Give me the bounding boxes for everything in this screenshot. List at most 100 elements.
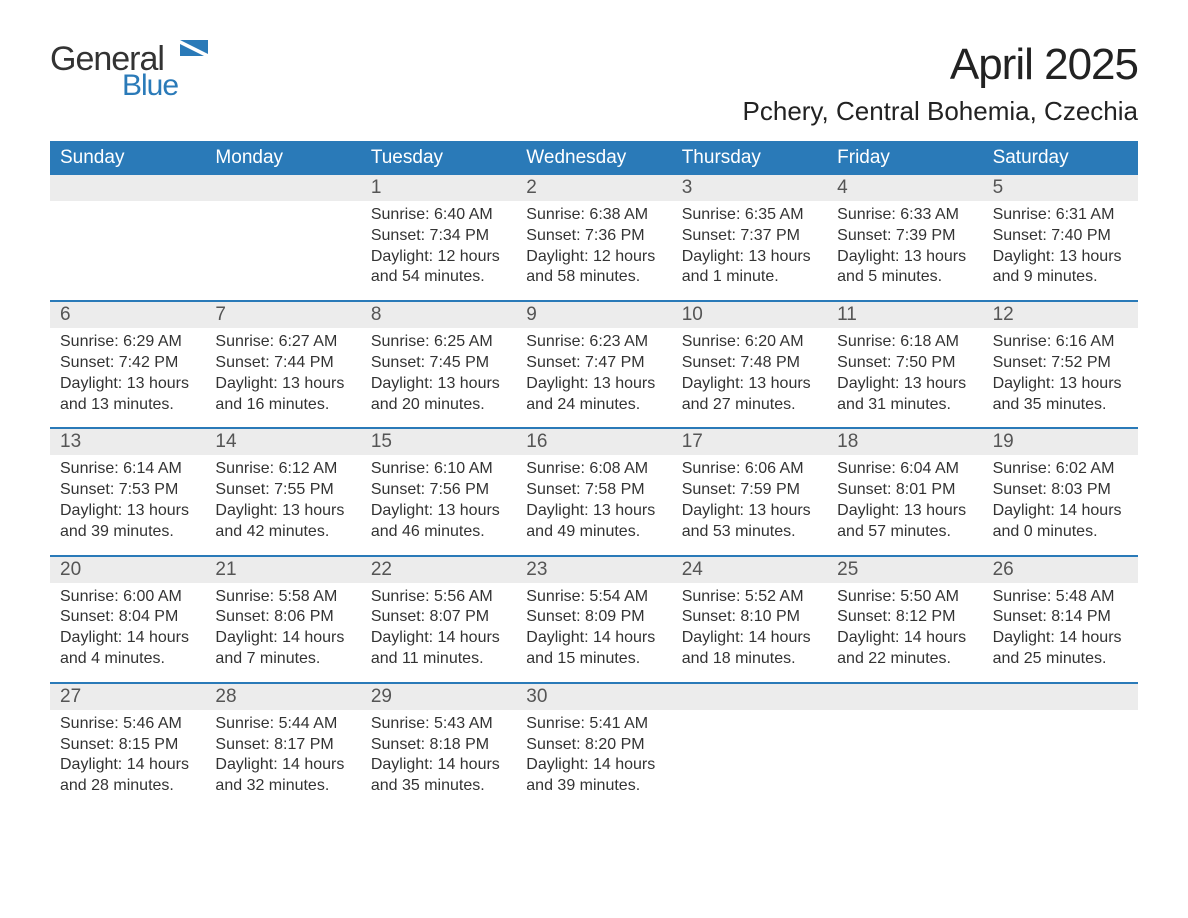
daylight-text: Daylight: 13 hours and 27 minutes.	[682, 374, 817, 416]
daylight-text: Daylight: 12 hours and 58 minutes.	[526, 247, 661, 289]
day-content-row: Sunrise: 6:00 AMSunset: 8:04 PMDaylight:…	[50, 583, 1138, 682]
sunset-text: Sunset: 8:14 PM	[993, 607, 1128, 628]
day-cell: Sunrise: 5:44 AMSunset: 8:17 PMDaylight:…	[205, 710, 360, 809]
sunset-text: Sunset: 7:36 PM	[526, 226, 661, 247]
daylight-text: Daylight: 13 hours and 42 minutes.	[215, 501, 350, 543]
day-cell: Sunrise: 6:18 AMSunset: 7:50 PMDaylight:…	[827, 328, 982, 427]
day-number	[205, 175, 360, 201]
daynum-row: 13141516171819	[50, 429, 1138, 455]
day-number: 1	[361, 175, 516, 201]
sunset-text: Sunset: 8:09 PM	[526, 607, 661, 628]
sunrise-text: Sunrise: 6:20 AM	[682, 332, 817, 353]
sunrise-text: Sunrise: 6:12 AM	[215, 459, 350, 480]
day-cell: Sunrise: 6:16 AMSunset: 7:52 PMDaylight:…	[983, 328, 1138, 427]
day-number	[827, 684, 982, 710]
day-cell: Sunrise: 6:25 AMSunset: 7:45 PMDaylight:…	[361, 328, 516, 427]
day-number: 18	[827, 429, 982, 455]
day-cell: Sunrise: 6:14 AMSunset: 7:53 PMDaylight:…	[50, 455, 205, 554]
daylight-text: Daylight: 13 hours and 24 minutes.	[526, 374, 661, 416]
day-number: 14	[205, 429, 360, 455]
daylight-text: Daylight: 13 hours and 20 minutes.	[371, 374, 506, 416]
daylight-text: Daylight: 14 hours and 32 minutes.	[215, 755, 350, 797]
day-content-row: Sunrise: 6:14 AMSunset: 7:53 PMDaylight:…	[50, 455, 1138, 554]
day-number: 13	[50, 429, 205, 455]
daylight-text: Daylight: 13 hours and 49 minutes.	[526, 501, 661, 543]
sunrise-text: Sunrise: 5:46 AM	[60, 714, 195, 735]
daylight-text: Daylight: 14 hours and 7 minutes.	[215, 628, 350, 670]
day-cell: Sunrise: 6:35 AMSunset: 7:37 PMDaylight:…	[672, 201, 827, 300]
day-cell: Sunrise: 5:48 AMSunset: 8:14 PMDaylight:…	[983, 583, 1138, 682]
day-number: 6	[50, 302, 205, 328]
day-number: 11	[827, 302, 982, 328]
day-cell	[827, 710, 982, 809]
sunset-text: Sunset: 8:03 PM	[993, 480, 1128, 501]
day-cell: Sunrise: 6:06 AMSunset: 7:59 PMDaylight:…	[672, 455, 827, 554]
sunset-text: Sunset: 7:39 PM	[837, 226, 972, 247]
daylight-text: Daylight: 14 hours and 39 minutes.	[526, 755, 661, 797]
day-number: 23	[516, 557, 671, 583]
sunrise-text: Sunrise: 6:10 AM	[371, 459, 506, 480]
page-header: General Blue April 2025 Pchery, Central …	[50, 40, 1138, 127]
day-cell: Sunrise: 6:20 AMSunset: 7:48 PMDaylight:…	[672, 328, 827, 427]
weekday-header: Wednesday	[516, 141, 671, 175]
daylight-text: Daylight: 14 hours and 18 minutes.	[682, 628, 817, 670]
sunset-text: Sunset: 8:04 PM	[60, 607, 195, 628]
day-cell: Sunrise: 5:46 AMSunset: 8:15 PMDaylight:…	[50, 710, 205, 809]
daynum-row: 27282930	[50, 684, 1138, 710]
sunset-text: Sunset: 7:34 PM	[371, 226, 506, 247]
day-cell	[672, 710, 827, 809]
day-cell: Sunrise: 5:56 AMSunset: 8:07 PMDaylight:…	[361, 583, 516, 682]
sunset-text: Sunset: 7:50 PM	[837, 353, 972, 374]
sunrise-text: Sunrise: 6:25 AM	[371, 332, 506, 353]
logo-text-block: General Blue	[50, 40, 178, 103]
daylight-text: Daylight: 14 hours and 25 minutes.	[993, 628, 1128, 670]
day-cell: Sunrise: 6:29 AMSunset: 7:42 PMDaylight:…	[50, 328, 205, 427]
day-cell: Sunrise: 5:58 AMSunset: 8:06 PMDaylight:…	[205, 583, 360, 682]
day-content-row: Sunrise: 6:40 AMSunset: 7:34 PMDaylight:…	[50, 201, 1138, 300]
weekday-header: Monday	[205, 141, 360, 175]
sunrise-text: Sunrise: 6:16 AM	[993, 332, 1128, 353]
sunrise-text: Sunrise: 6:27 AM	[215, 332, 350, 353]
sunset-text: Sunset: 7:45 PM	[371, 353, 506, 374]
day-cell: Sunrise: 6:40 AMSunset: 7:34 PMDaylight:…	[361, 201, 516, 300]
sunset-text: Sunset: 8:17 PM	[215, 735, 350, 756]
sunrise-text: Sunrise: 6:31 AM	[993, 205, 1128, 226]
day-cell: Sunrise: 6:27 AMSunset: 7:44 PMDaylight:…	[205, 328, 360, 427]
day-number: 8	[361, 302, 516, 328]
sunrise-text: Sunrise: 6:08 AM	[526, 459, 661, 480]
day-cell	[50, 201, 205, 300]
daylight-text: Daylight: 14 hours and 4 minutes.	[60, 628, 195, 670]
day-cell: Sunrise: 6:31 AMSunset: 7:40 PMDaylight:…	[983, 201, 1138, 300]
sunset-text: Sunset: 7:55 PM	[215, 480, 350, 501]
sunrise-text: Sunrise: 5:41 AM	[526, 714, 661, 735]
daylight-text: Daylight: 13 hours and 35 minutes.	[993, 374, 1128, 416]
daylight-text: Daylight: 13 hours and 16 minutes.	[215, 374, 350, 416]
day-number: 20	[50, 557, 205, 583]
sunset-text: Sunset: 8:06 PM	[215, 607, 350, 628]
daylight-text: Daylight: 12 hours and 54 minutes.	[371, 247, 506, 289]
sunrise-text: Sunrise: 6:33 AM	[837, 205, 972, 226]
daylight-text: Daylight: 14 hours and 11 minutes.	[371, 628, 506, 670]
daynum-row: 6789101112	[50, 302, 1138, 328]
flag-icon	[180, 40, 214, 71]
week-row: 6789101112Sunrise: 6:29 AMSunset: 7:42 P…	[50, 300, 1138, 427]
location-subtitle: Pchery, Central Bohemia, Czechia	[743, 96, 1138, 127]
daylight-text: Daylight: 14 hours and 15 minutes.	[526, 628, 661, 670]
logo: General Blue	[50, 40, 214, 103]
sunrise-text: Sunrise: 6:38 AM	[526, 205, 661, 226]
sunrise-text: Sunrise: 6:18 AM	[837, 332, 972, 353]
day-cell: Sunrise: 6:02 AMSunset: 8:03 PMDaylight:…	[983, 455, 1138, 554]
sunset-text: Sunset: 8:15 PM	[60, 735, 195, 756]
sunset-text: Sunset: 7:40 PM	[993, 226, 1128, 247]
day-content-row: Sunrise: 5:46 AMSunset: 8:15 PM Daylight:…	[50, 710, 1138, 809]
day-number: 29	[361, 684, 516, 710]
day-number: 19	[983, 429, 1138, 455]
day-cell: Sunrise: 6:23 AMSunset: 7:47 PMDaylight:…	[516, 328, 671, 427]
day-number: 9	[516, 302, 671, 328]
day-cell: Sunrise: 6:08 AMSunset: 7:58 PMDaylight:…	[516, 455, 671, 554]
weekday-header: Sunday	[50, 141, 205, 175]
daylight-text: Daylight: 13 hours and 53 minutes.	[682, 501, 817, 543]
daylight-text: Daylight: 13 hours and 1 minute.	[682, 247, 817, 289]
sunrise-text: Sunrise: 6:23 AM	[526, 332, 661, 353]
daylight-text: Daylight: 13 hours and 5 minutes.	[837, 247, 972, 289]
